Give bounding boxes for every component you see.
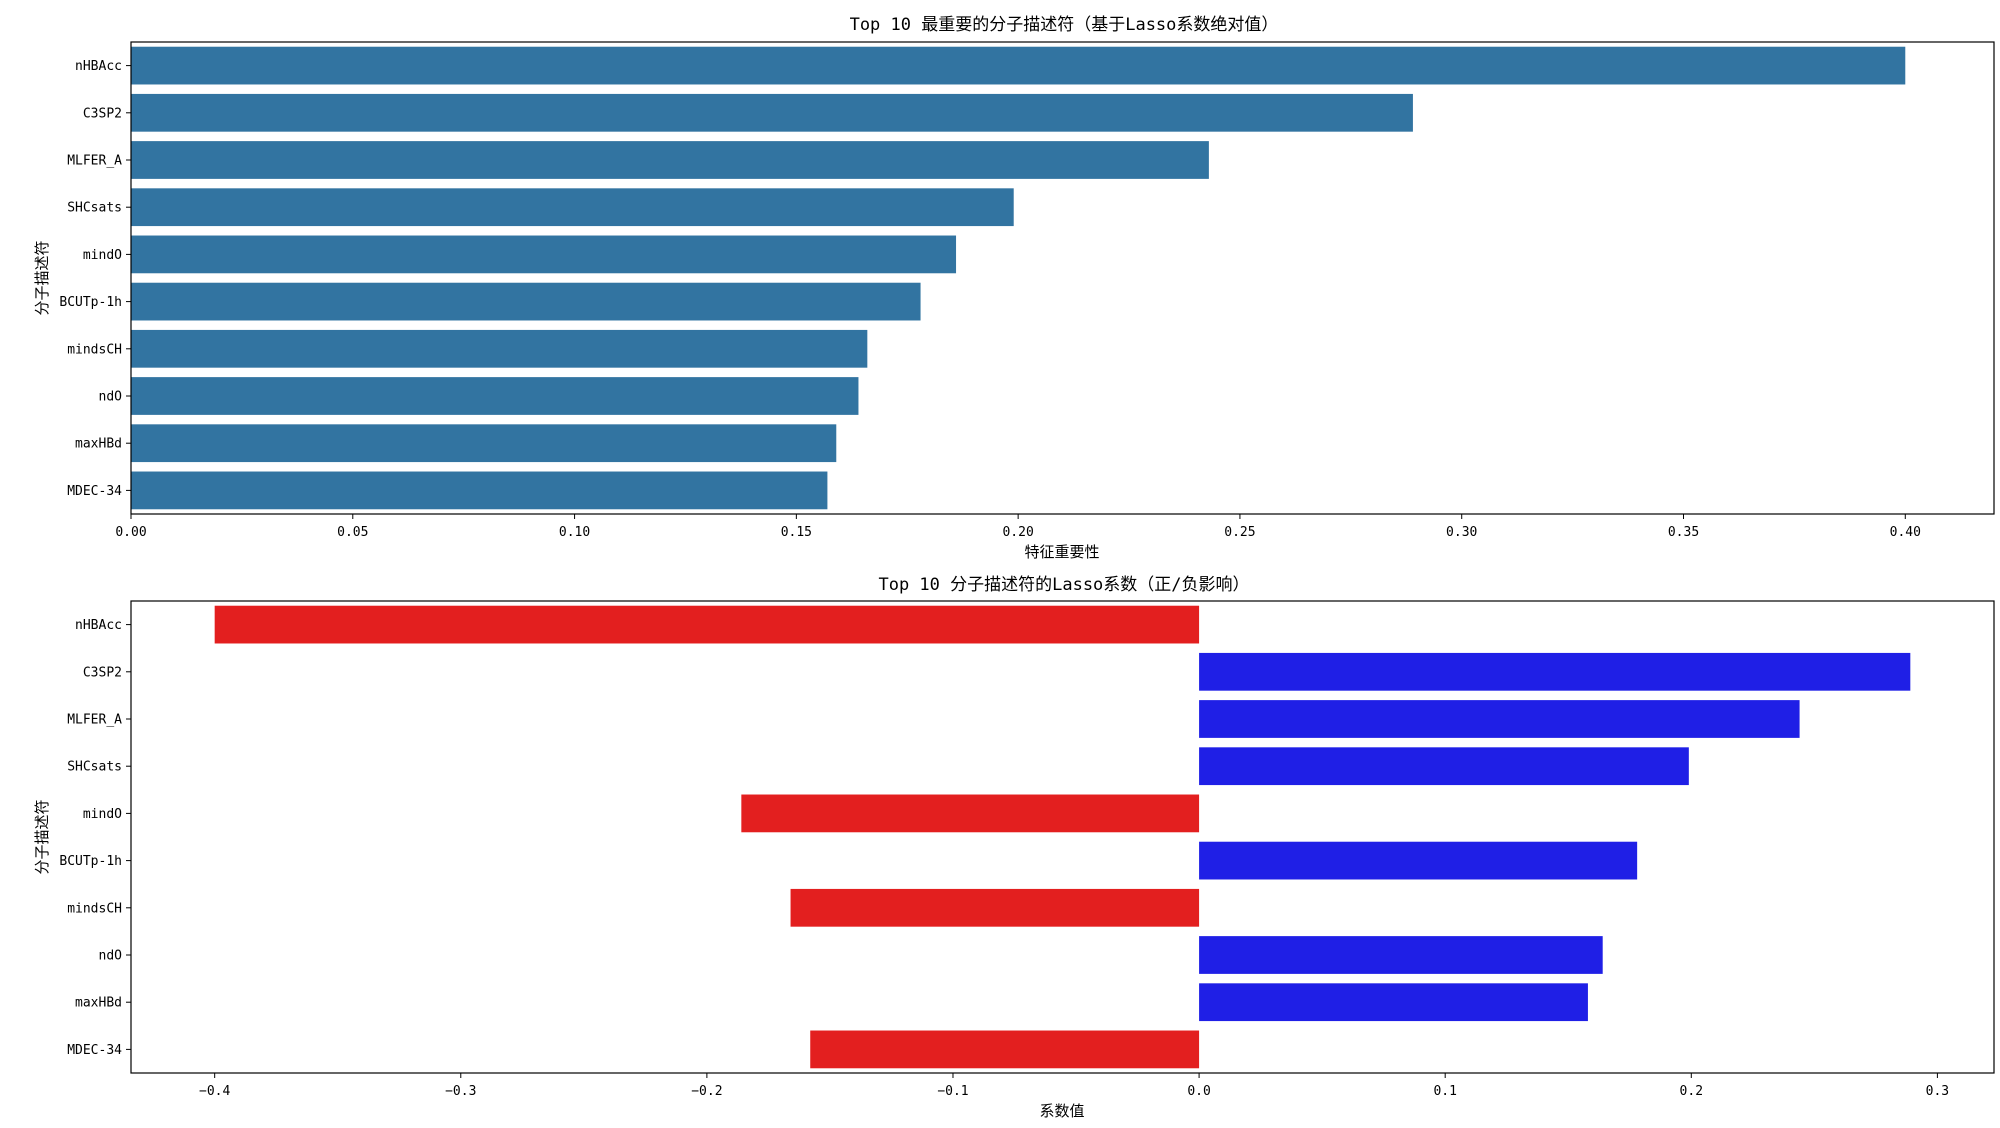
importance-y-tick-label: nHBAcc (75, 59, 122, 74)
coefficient-y-tick-label: maxHBd (75, 996, 122, 1011)
importance-x-tick-label: 0.20 (1002, 525, 1033, 540)
importance-y-tick-label: ndO (99, 390, 123, 405)
importance-x-ticks: 0.00 0.05 0.10 0.15 0.20 0.25 0.30 0.35 0.40 (115, 514, 1921, 540)
coefficient-bars (214, 605, 1911, 1069)
importance-y-tick-label: mindO (83, 248, 122, 263)
importance-y-tick-label: C3SP2 (83, 106, 122, 121)
coefficient-bar-mindsCH (790, 888, 1200, 927)
coefficient-y-tick-label: C3SP2 (83, 665, 122, 680)
importance-bar-ndO (131, 377, 859, 415)
importance-x-tick-label: 0.05 (337, 525, 368, 540)
importance-bar-SHCsats (131, 188, 1014, 227)
importance-x-tick-label: 0.25 (1224, 525, 1255, 540)
importance-x-tick-label: 0.15 (781, 525, 812, 540)
importance-bars (131, 46, 1906, 510)
importance-chart-title: Top 10 最重要的分子描述符（基于Lasso系数绝对值） (850, 15, 1279, 35)
importance-y-tick-label: MDEC-34 (67, 484, 122, 499)
coefficient-x-tick-label: 0.1 (1433, 1084, 1456, 1099)
coefficient-y-tick-label: SHCsats (67, 760, 122, 775)
coefficient-x-axis-label: 系数值 (1039, 1102, 1084, 1120)
coefficient-y-tick-label: BCUTp-1h (59, 854, 122, 869)
coefficient-bar-BCUTp-1h (1199, 841, 1638, 880)
importance-plot-frame (130, 41, 1995, 515)
importance-x-tick-label: 0.40 (1890, 525, 1921, 540)
coefficient-x-ticks: −0.4 −0.3 −0.2 −0.1 0.0 0.1 0.2 0.3 (199, 1073, 1949, 1099)
importance-y-tick-label: BCUTp-1h (59, 295, 122, 310)
importance-bar-mindsCH (131, 329, 868, 368)
coefficient-chart-title: Top 10 分子描述符的Lasso系数（正/负影响） (878, 575, 1249, 595)
coefficient-bar-maxHBd (1199, 983, 1588, 1022)
importance-y-tick-label: MLFER_A (67, 154, 122, 169)
coefficient-bar-ndO (1199, 936, 1603, 974)
coefficient-y-tick-label: ndO (99, 949, 123, 964)
coefficient-x-tick-label: −0.3 (445, 1084, 476, 1099)
importance-bar-nHBAcc (131, 46, 1906, 85)
coefficient-x-tick-label: 0.3 (1926, 1084, 1949, 1099)
coefficient-chart: Top 10 分子描述符的Lasso系数（正/负影响） nHBAcc C3SP2 M… (33, 575, 1995, 1120)
importance-y-tick-label: mindsCH (67, 342, 122, 357)
coefficient-bar-MLFER_A (1199, 700, 1800, 738)
importance-chart: Top 10 最重要的分子描述符（基于Lasso系数绝对值） nHBAcc C3S… (33, 15, 1995, 561)
coefficient-y-tick-label: MDEC-34 (67, 1043, 122, 1058)
coefficient-x-tick-label: −0.2 (691, 1084, 722, 1099)
importance-x-tick-label: 0.00 (115, 525, 146, 540)
importance-bar-maxHBd (131, 424, 837, 463)
importance-y-tick-label: SHCsats (67, 201, 122, 216)
importance-bar-mindO (131, 235, 957, 274)
importance-bar-BCUTp-1h (131, 282, 921, 321)
importance-x-tick-label: 0.35 (1668, 525, 1699, 540)
coefficient-bar-SHCsats (1199, 747, 1689, 786)
importance-y-axis-label: 分子描述符 (33, 240, 51, 315)
importance-x-tick-label: 0.10 (559, 525, 590, 540)
coefficient-y-tick-label: nHBAcc (75, 618, 122, 633)
coefficient-x-tick-label: −0.4 (199, 1084, 230, 1099)
coefficient-plot-frame (130, 600, 1995, 1074)
coefficient-y-tick-label: mindO (83, 807, 122, 822)
coefficient-bar-C3SP2 (1199, 652, 1911, 691)
importance-y-ticks: nHBAcc C3SP2 MLFER_A SHCsats mindO BCUTp-1h mi… (59, 59, 131, 499)
coefficient-bar-MDEC-34 (810, 1030, 1200, 1069)
importance-bar-MDEC-34 (131, 471, 828, 510)
coefficient-x-tick-label: −0.1 (937, 1084, 968, 1099)
importance-x-axis-label: 特征重要性 (1024, 543, 1099, 561)
importance-bar-MLFER_A (131, 141, 1209, 179)
coefficient-y-ticks: nHBAcc C3SP2 MLFER_A SHCsats mindO BCUTp-1h mi… (59, 618, 131, 1058)
importance-x-tick-label: 0.30 (1446, 525, 1477, 540)
coefficient-bar-mindO (741, 794, 1200, 833)
coefficient-y-tick-label: MLFER_A (67, 713, 122, 728)
coefficient-y-axis-label: 分子描述符 (33, 799, 51, 874)
coefficient-bar-nHBAcc (214, 605, 1200, 644)
coefficient-y-tick-label: mindsCH (67, 901, 122, 916)
coefficient-x-tick-label: 0.0 (1187, 1084, 1210, 1099)
importance-y-tick-label: maxHBd (75, 437, 122, 452)
importance-bar-C3SP2 (131, 93, 1413, 132)
coefficient-x-tick-label: 0.2 (1680, 1084, 1703, 1099)
